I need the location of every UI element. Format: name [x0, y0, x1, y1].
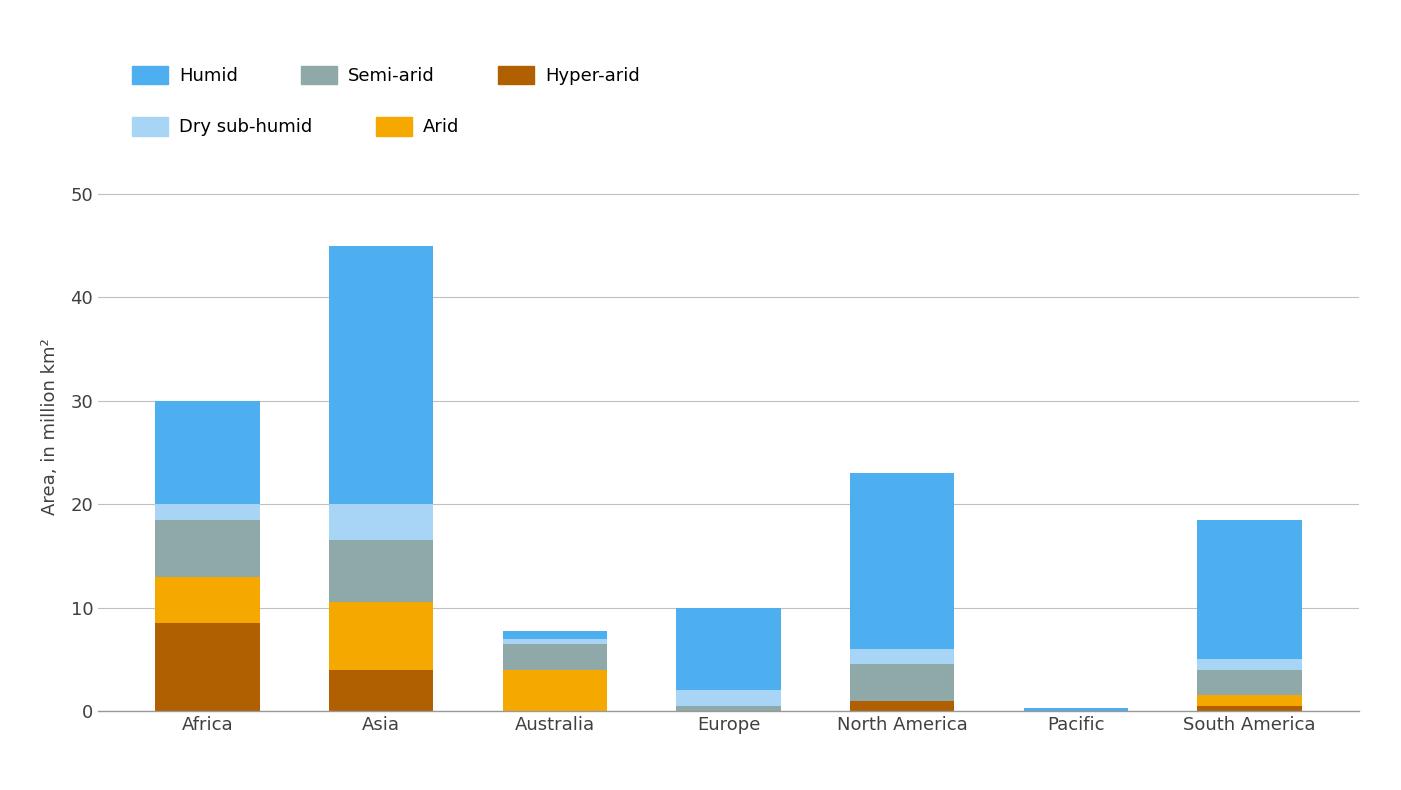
Bar: [329, 540, 433, 603]
Bar: [850, 701, 954, 711]
Legend: Dry sub-humid, Arid: Dry sub-humid, Arid: [132, 117, 460, 137]
Bar: [677, 705, 780, 711]
Y-axis label: Area, in million km²: Area, in million km²: [42, 338, 59, 515]
Bar: [156, 520, 259, 577]
Bar: [329, 670, 433, 711]
Bar: [1198, 695, 1302, 705]
Bar: [850, 664, 954, 701]
Bar: [503, 631, 607, 638]
Bar: [1024, 708, 1128, 711]
Bar: [156, 504, 259, 520]
Bar: [503, 670, 607, 711]
Bar: [850, 473, 954, 649]
Bar: [1198, 660, 1302, 670]
Bar: [1198, 705, 1302, 711]
Bar: [329, 504, 433, 540]
Bar: [1198, 670, 1302, 695]
Bar: [156, 401, 259, 504]
Bar: [503, 638, 607, 644]
Bar: [503, 644, 607, 670]
Bar: [677, 608, 780, 690]
Bar: [850, 649, 954, 664]
Bar: [1198, 520, 1302, 660]
Bar: [156, 623, 259, 711]
Bar: [329, 603, 433, 670]
Bar: [329, 246, 433, 504]
Bar: [677, 690, 780, 705]
Bar: [156, 577, 259, 623]
